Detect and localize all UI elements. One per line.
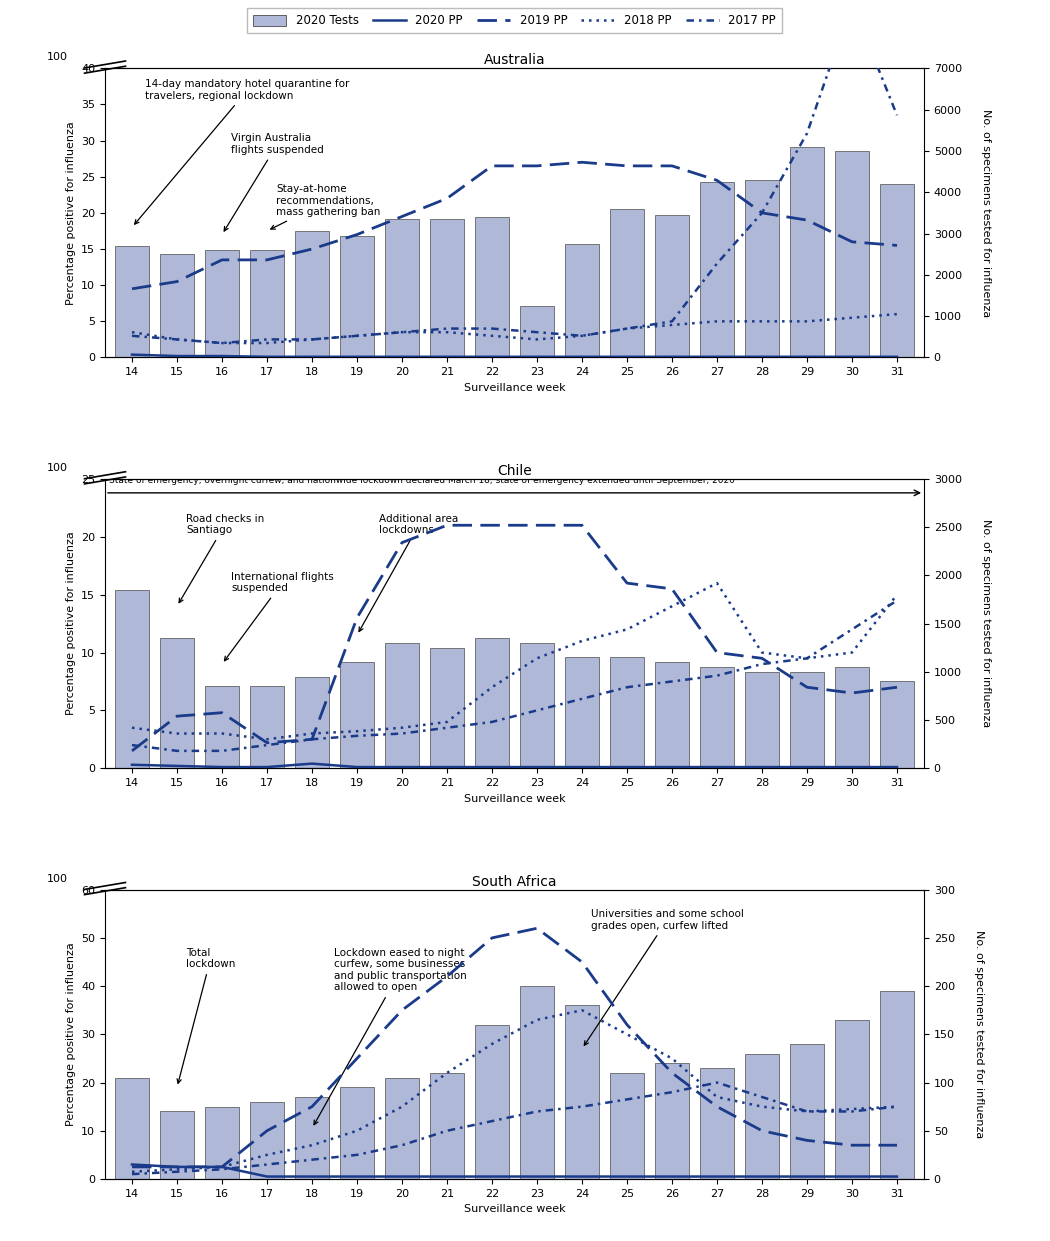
Y-axis label: Percentage positive for influenza: Percentage positive for influenza [65,122,76,305]
Text: State of emergency, overnight curfew, and nationwide lockdown declared March 18;: State of emergency, overnight curfew, an… [109,475,735,485]
Y-axis label: Percentage positive for influenza: Percentage positive for influenza [65,531,76,716]
Bar [295,232,329,357]
Text: Universities and some school
grades open, curfew lifted: Universities and some school grades open… [584,908,743,1045]
Text: Additional area
lockdowns: Additional area lockdowns [359,514,459,632]
Bar [520,987,553,1179]
Legend: 2020 Tests, 2020 PP, 2019 PP, 2018 PP, 2017 PP: 2020 Tests, 2020 PP, 2019 PP, 2018 PP, 2… [248,9,781,34]
Bar [116,246,149,357]
Bar [655,1064,689,1179]
Bar [610,658,644,768]
Text: 14-day mandatory hotel quarantine for
travelers, regional lockdown: 14-day mandatory hotel quarantine for tr… [134,79,350,225]
Bar [430,1073,464,1179]
Bar [790,1044,824,1179]
Bar [250,1102,284,1179]
Bar [116,1077,149,1179]
Text: Lockdown eased to night
curfew, some businesses
and public transportation
allowe: Lockdown eased to night curfew, some bus… [314,948,467,1124]
Bar [790,671,824,768]
Bar [746,1054,779,1179]
Bar [520,643,553,768]
Title: Chile: Chile [497,464,532,478]
X-axis label: Surveillance week: Surveillance week [464,382,565,392]
Text: Stay-at-home
recommendations,
mass gathering ban: Stay-at-home recommendations, mass gathe… [271,184,380,230]
Bar [340,1087,374,1179]
Bar [700,182,734,357]
Text: Total
lockdown: Total lockdown [177,948,235,1083]
Bar [430,648,464,768]
Bar [746,180,779,357]
Y-axis label: Percentage positive for influenza: Percentage positive for influenza [65,942,76,1126]
Bar [205,251,238,357]
Bar [295,1097,329,1179]
Text: International flights
suspended: International flights suspended [225,572,334,660]
X-axis label: Surveillance week: Surveillance week [464,1204,565,1214]
Bar [880,184,914,357]
Bar [790,146,824,357]
X-axis label: Surveillance week: Surveillance week [464,793,565,803]
Bar [835,1020,868,1179]
Bar [295,676,329,768]
Bar [700,1069,734,1179]
Text: 100: 100 [47,874,68,884]
Bar [565,1005,598,1179]
Bar [385,643,419,768]
Text: 100: 100 [47,463,68,473]
Bar [880,992,914,1179]
Bar [565,658,598,768]
Bar [340,236,374,357]
Bar [475,1025,509,1179]
Bar [610,1073,644,1179]
Bar [385,220,419,357]
Bar [655,215,689,357]
Bar [250,686,284,768]
Bar [116,589,149,768]
Bar [385,1077,419,1179]
Y-axis label: No. of specimens tested for influenza: No. of specimens tested for influenza [982,520,991,727]
Bar [160,254,194,357]
Text: 100: 100 [47,52,68,62]
Bar [160,638,194,768]
Y-axis label: No. of specimens tested for influenza: No. of specimens tested for influenza [982,109,991,316]
Bar [610,208,644,357]
Bar [205,1107,238,1179]
Bar [250,251,284,357]
Bar [700,666,734,768]
Bar [475,217,509,357]
Bar [746,671,779,768]
Title: Australia: Australia [484,53,545,67]
Bar [205,686,238,768]
Bar [160,1112,194,1179]
Bar [430,220,464,357]
Text: Road checks in
Santiago: Road checks in Santiago [180,514,265,603]
Bar [475,638,509,768]
Bar [880,681,914,768]
Bar [835,666,868,768]
Bar [565,244,598,357]
Bar [835,151,868,357]
Title: South Africa: South Africa [472,875,556,889]
Text: Virgin Australia
flights suspended: Virgin Australia flights suspended [225,133,323,231]
Bar [655,663,689,768]
Y-axis label: No. of specimens tested for influenza: No. of specimens tested for influenza [974,931,984,1138]
Bar [520,305,553,357]
Bar [340,663,374,768]
